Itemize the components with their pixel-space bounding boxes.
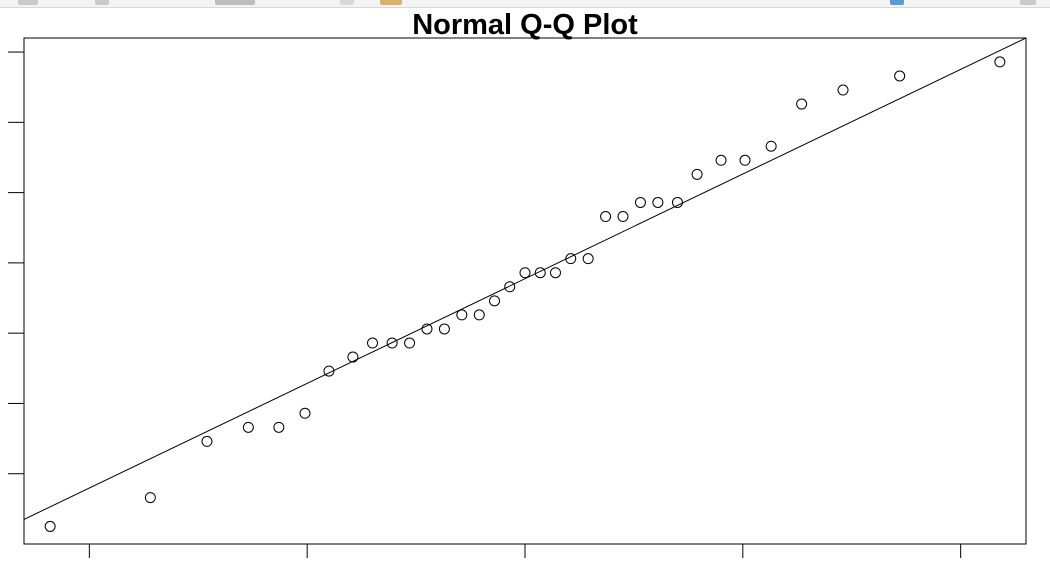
data-point — [273, 421, 285, 433]
data-point — [386, 337, 398, 349]
data-point — [634, 196, 646, 208]
toolbar-fragment — [1020, 0, 1036, 5]
data-point — [438, 323, 450, 335]
plot-frame — [23, 37, 1027, 545]
data-point — [994, 56, 1006, 68]
data-point — [691, 168, 703, 180]
browser-toolbar-strip — [0, 0, 1050, 8]
data-point — [534, 267, 546, 279]
data-point — [456, 309, 468, 321]
toolbar-fragment — [18, 0, 38, 5]
chart-title: Normal Q-Q Plot — [412, 9, 638, 41]
data-point — [715, 154, 727, 166]
toolbar-fragment — [95, 0, 109, 5]
data-point — [473, 309, 485, 321]
data-point — [404, 337, 416, 349]
data-point — [739, 154, 751, 166]
data-point — [671, 196, 683, 208]
data-point — [837, 84, 849, 96]
data-point — [549, 267, 561, 279]
toolbar-fragment — [340, 0, 354, 5]
data-point — [242, 421, 254, 433]
data-point — [504, 281, 516, 293]
data-point — [44, 520, 56, 532]
data-point — [144, 492, 156, 504]
data-point — [201, 435, 213, 447]
toolbar-fragment — [380, 0, 402, 5]
toolbar-fragment — [890, 0, 904, 5]
data-point — [421, 323, 433, 335]
data-point — [796, 98, 808, 110]
data-point — [323, 365, 335, 377]
reference-line — [24, 38, 1026, 520]
data-points — [44, 56, 1006, 532]
data-point — [347, 351, 359, 363]
data-point — [519, 267, 531, 279]
data-point — [652, 196, 664, 208]
data-point — [367, 337, 379, 349]
data-point — [489, 295, 501, 307]
y-axis — [8, 51, 24, 475]
data-point — [765, 140, 777, 152]
data-point — [894, 70, 906, 82]
x-axis — [88, 544, 962, 558]
data-point — [600, 211, 612, 223]
toolbar-fragment — [215, 0, 255, 5]
data-point — [565, 253, 577, 265]
data-point — [617, 211, 629, 223]
data-point — [582, 253, 594, 265]
data-point — [299, 407, 311, 419]
